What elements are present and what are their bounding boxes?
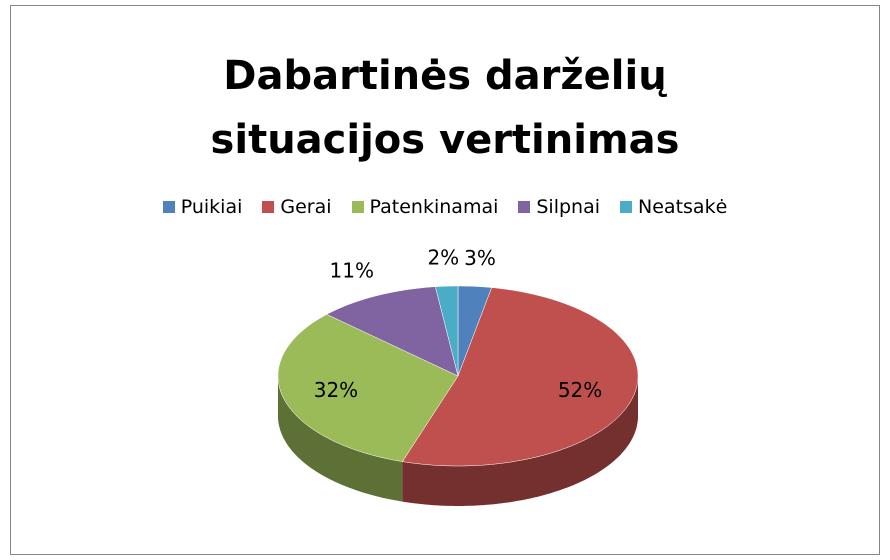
legend-entry: Silpnai bbox=[518, 196, 600, 218]
slice-side bbox=[278, 376, 403, 502]
slice-side bbox=[402, 376, 638, 506]
data-label: 11% bbox=[330, 258, 374, 282]
legend-label: Patenkinamai bbox=[369, 196, 499, 218]
legend-entry: Patenkinamai bbox=[351, 196, 499, 218]
legend-entry: Neatsakė bbox=[620, 196, 727, 218]
legend-swatch bbox=[620, 201, 633, 213]
data-label: 52% bbox=[558, 378, 602, 402]
data-label: 2% bbox=[427, 246, 459, 270]
data-label: 32% bbox=[314, 378, 358, 402]
legend-label: Neatsakė bbox=[638, 196, 728, 218]
legend-entry: Puikiai bbox=[162, 196, 243, 218]
legend-swatch bbox=[162, 201, 175, 213]
chart-title: Dabartinės darželių situacijos vertinima… bbox=[210, 53, 680, 163]
legend-entry: Gerai bbox=[262, 196, 332, 218]
legend-swatch bbox=[351, 201, 364, 213]
legend: Puikiai Gerai Patenkinamai Silpnai Neatsakė bbox=[11, 196, 879, 218]
slice bbox=[277, 314, 459, 462]
slice bbox=[326, 286, 459, 377]
chart: Dabartinės darželių situacijos vertinima… bbox=[10, 5, 880, 555]
legend-swatch bbox=[262, 201, 275, 213]
slice bbox=[435, 285, 459, 377]
data-label: 3% bbox=[464, 246, 496, 270]
legend-label: Silpnai bbox=[536, 196, 601, 218]
legend-swatch bbox=[518, 201, 531, 213]
plot: 3% 52% 32% 11% 2% bbox=[277, 246, 639, 506]
legend-label: Puikiai bbox=[180, 196, 243, 218]
slice bbox=[401, 287, 639, 467]
legend-label: Gerai bbox=[280, 196, 332, 218]
